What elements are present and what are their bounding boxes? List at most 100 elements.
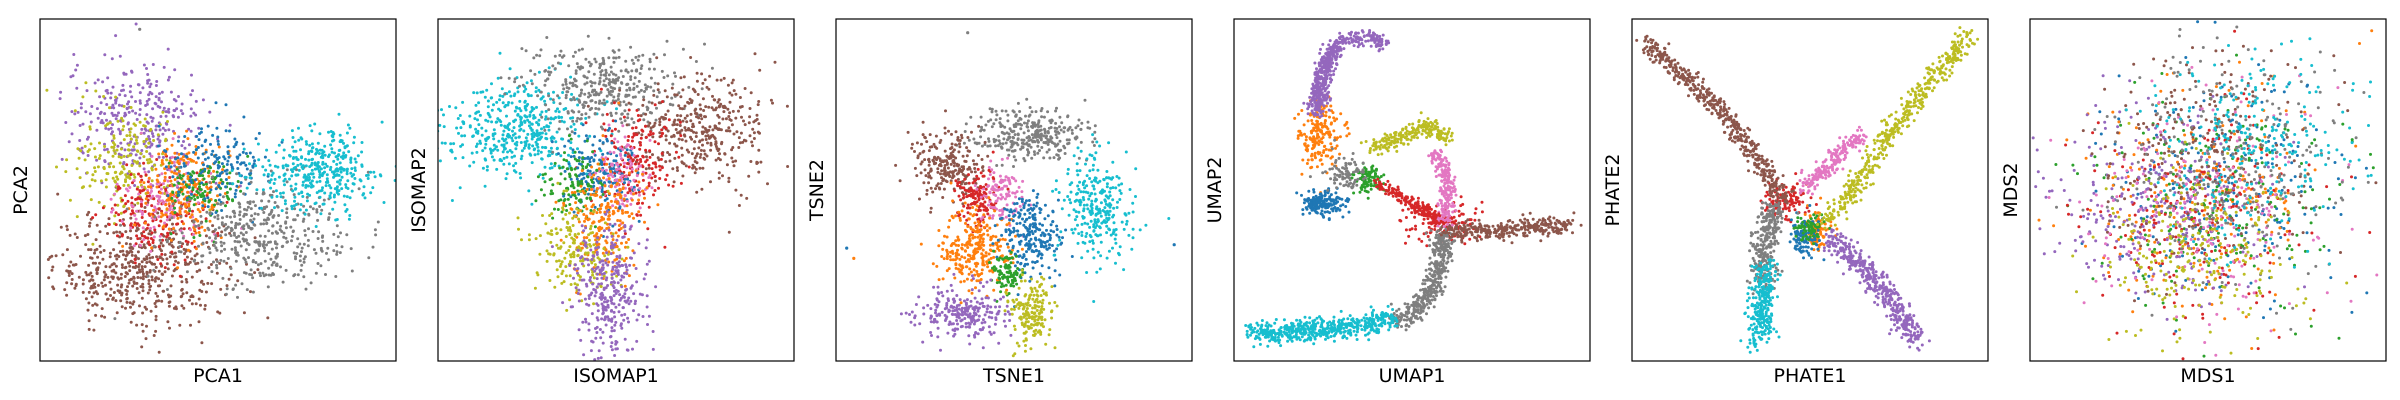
point	[585, 196, 589, 200]
point	[606, 189, 610, 193]
point	[559, 228, 563, 232]
point	[213, 203, 216, 207]
point	[571, 84, 575, 88]
point	[335, 186, 339, 190]
point	[594, 100, 598, 104]
point	[690, 101, 694, 104]
point	[110, 145, 114, 149]
point	[135, 281, 139, 285]
point	[281, 138, 285, 142]
point	[495, 100, 499, 104]
point	[636, 202, 639, 206]
point	[606, 88, 610, 92]
point	[540, 115, 544, 119]
point	[185, 270, 189, 274]
point	[584, 226, 588, 230]
point	[342, 141, 345, 145]
point	[513, 109, 517, 113]
point	[341, 157, 345, 160]
point	[147, 176, 151, 180]
point	[611, 209, 615, 213]
point	[229, 163, 233, 167]
point	[270, 231, 274, 235]
point	[597, 219, 601, 223]
point	[315, 210, 319, 214]
point	[623, 161, 627, 165]
point	[713, 124, 717, 128]
point	[137, 291, 141, 295]
point	[353, 166, 357, 170]
point	[345, 172, 349, 176]
point	[162, 65, 166, 69]
point	[592, 210, 596, 214]
point	[190, 302, 194, 306]
point	[649, 85, 653, 89]
point	[140, 234, 144, 238]
point	[637, 198, 641, 202]
point	[726, 129, 730, 133]
point	[519, 157, 523, 161]
point	[564, 265, 568, 269]
point	[261, 165, 265, 169]
point	[533, 153, 537, 157]
point	[143, 235, 147, 238]
point	[555, 146, 559, 150]
point	[209, 171, 213, 175]
point	[564, 235, 568, 238]
point	[716, 128, 720, 131]
point	[176, 266, 180, 270]
point	[586, 169, 590, 173]
point	[220, 209, 224, 212]
point	[588, 173, 592, 177]
point	[335, 243, 339, 247]
point	[694, 167, 698, 171]
point	[662, 76, 666, 79]
point	[138, 304, 141, 308]
point	[534, 237, 538, 241]
point	[275, 204, 279, 208]
point	[600, 101, 604, 105]
point	[635, 174, 639, 178]
point	[315, 191, 319, 195]
point	[83, 234, 87, 238]
point	[573, 214, 577, 218]
point	[134, 135, 138, 139]
point	[292, 251, 296, 255]
point	[70, 282, 74, 286]
point	[559, 172, 563, 176]
point	[236, 279, 240, 283]
cluster-8	[113, 165, 380, 321]
point	[250, 214, 254, 218]
point	[506, 103, 510, 107]
point	[535, 121, 539, 124]
point	[546, 231, 550, 235]
point	[602, 83, 606, 87]
point	[568, 298, 572, 302]
point	[160, 279, 163, 283]
point	[570, 236, 574, 240]
point	[322, 198, 326, 202]
point	[84, 81, 88, 85]
point	[204, 234, 208, 238]
point	[572, 122, 576, 126]
point	[195, 270, 199, 273]
point	[179, 214, 183, 218]
point	[145, 113, 149, 117]
point	[111, 176, 115, 180]
point	[162, 106, 166, 110]
point	[219, 178, 223, 182]
point	[124, 242, 128, 246]
point	[259, 262, 263, 266]
point	[111, 114, 115, 117]
point	[474, 145, 478, 148]
point	[139, 244, 142, 247]
point	[116, 177, 120, 181]
point	[148, 152, 152, 156]
point	[192, 239, 196, 243]
point	[168, 215, 171, 219]
point	[167, 237, 171, 240]
point	[164, 213, 168, 217]
point	[353, 169, 357, 172]
point	[621, 294, 625, 298]
point	[184, 214, 188, 218]
